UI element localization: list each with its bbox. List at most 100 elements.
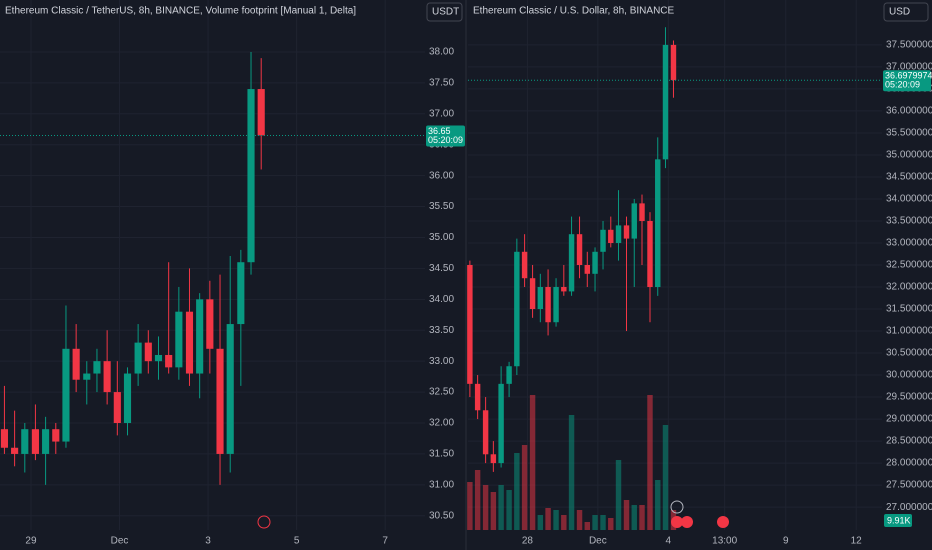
- candle-body: [592, 251, 598, 274]
- candle-body: [216, 348, 224, 454]
- candle-body: [0, 429, 8, 448]
- candle-body: [553, 287, 559, 323]
- currency-label: USD: [889, 7, 910, 18]
- candle-body: [196, 299, 204, 374]
- volume-bar: [608, 518, 614, 530]
- candle-body: [608, 229, 614, 243]
- candle-body: [521, 251, 528, 279]
- candle-body: [529, 278, 536, 310]
- candle-body: [21, 429, 29, 454]
- chart-title: Ethereum Classic / TetherUS, 8h, BINANCE…: [5, 6, 356, 17]
- currency-label: USDT: [432, 7, 459, 18]
- candle-body: [498, 383, 504, 464]
- y-tick-label: 32.0000000: [886, 282, 932, 293]
- x-tick-label: 12: [851, 536, 863, 547]
- candle-body: [103, 361, 111, 393]
- candle-body: [662, 44, 669, 160]
- candle-body: [474, 383, 481, 411]
- event-icon[interactable]: [670, 500, 684, 514]
- y-tick-label: 38.00: [429, 47, 454, 58]
- x-tick-label: 4: [666, 536, 672, 547]
- y-tick-label: 31.0000000: [886, 326, 932, 337]
- y-tick-label: 30.0000000: [886, 370, 932, 381]
- candle-body: [247, 89, 255, 263]
- candle-body: [185, 311, 194, 374]
- candle-body: [670, 44, 677, 81]
- y-tick-label: 37.0000000: [886, 62, 932, 73]
- volume-bar: [600, 515, 606, 530]
- candle-body: [83, 373, 91, 380]
- candle-body: [576, 234, 583, 265]
- candle-body: [600, 229, 606, 252]
- candle-body: [42, 429, 50, 454]
- candle-body: [561, 287, 567, 292]
- y-tick-label: 33.50: [429, 325, 454, 336]
- candle-body: [144, 342, 152, 362]
- event-icon[interactable]: [257, 515, 271, 529]
- volume-bar: [662, 425, 669, 530]
- y-tick-label: 35.00: [429, 232, 454, 243]
- countdown-label: 05:20:09: [885, 80, 920, 90]
- y-tick-label: 33.0000000: [886, 238, 932, 249]
- candle-body: [615, 225, 622, 243]
- y-tick-label: 36.00: [429, 170, 454, 181]
- y-tick-label: 37.5000000: [886, 40, 932, 51]
- candle-body: [506, 366, 512, 384]
- volume-bar: [615, 460, 622, 530]
- x-tick-label: Dec: [589, 536, 607, 547]
- last-price-label: 36.65: [428, 126, 451, 136]
- candle-body: [467, 265, 473, 384]
- x-tick-label: 29: [25, 536, 37, 547]
- y-tick-label: 33.5000000: [886, 216, 932, 227]
- candle-body: [93, 361, 101, 374]
- candle-body: [154, 354, 163, 362]
- y-tick-label: 34.50: [429, 263, 454, 274]
- candle-body: [490, 454, 497, 464]
- candle-body: [655, 159, 661, 288]
- price-label-box: [883, 70, 931, 92]
- event-icon[interactable]: [717, 516, 729, 528]
- candle-body: [584, 265, 591, 274]
- volume-bar: [482, 485, 489, 530]
- volume-bar: [655, 480, 661, 530]
- candle-body: [62, 348, 70, 442]
- x-tick-label: 13:00: [712, 536, 737, 547]
- y-tick-label: 37.00: [429, 108, 454, 119]
- candle-body: [113, 392, 121, 424]
- candle-body: [123, 373, 132, 424]
- volume-bar: [639, 505, 645, 530]
- candle-body: [639, 203, 645, 221]
- x-tick-label: 9: [783, 536, 789, 547]
- x-tick-label: 7: [382, 536, 388, 547]
- y-tick-label: 31.50: [429, 449, 454, 460]
- chart-title: Ethereum Classic / U.S. Dollar, 8h, BINA…: [473, 6, 675, 17]
- y-tick-label: 32.50: [429, 387, 454, 398]
- volume-bar: [529, 395, 536, 530]
- volume-bar: [584, 522, 591, 530]
- event-icon[interactable]: [671, 516, 683, 528]
- x-tick-label: 3: [205, 536, 211, 547]
- candle-body: [72, 348, 80, 380]
- candle-body: [514, 251, 520, 367]
- candle-body: [134, 342, 142, 374]
- y-tick-label: 28.5000000: [886, 436, 932, 447]
- volume-bar: [467, 482, 473, 530]
- candle-body: [52, 429, 60, 442]
- volume-bar: [514, 453, 520, 530]
- candle-body: [11, 447, 19, 454]
- candle-body: [568, 234, 575, 292]
- volume-bar: [521, 445, 528, 530]
- x-tick-label: 28: [522, 536, 534, 547]
- volume-bar: [537, 515, 544, 530]
- y-tick-label: 27.5000000: [886, 480, 932, 491]
- candle-body: [631, 203, 637, 239]
- volume-bar: [474, 470, 481, 530]
- last-price-label: 36.6979974: [885, 71, 932, 81]
- y-tick-label: 28.0000000: [886, 458, 932, 469]
- event-icon[interactable]: [681, 516, 693, 528]
- currency-box: [426, 2, 463, 22]
- y-tick-label: 35.5000000: [886, 128, 932, 139]
- y-tick-label: 27.0000000: [886, 502, 932, 513]
- candle-body: [257, 89, 265, 136]
